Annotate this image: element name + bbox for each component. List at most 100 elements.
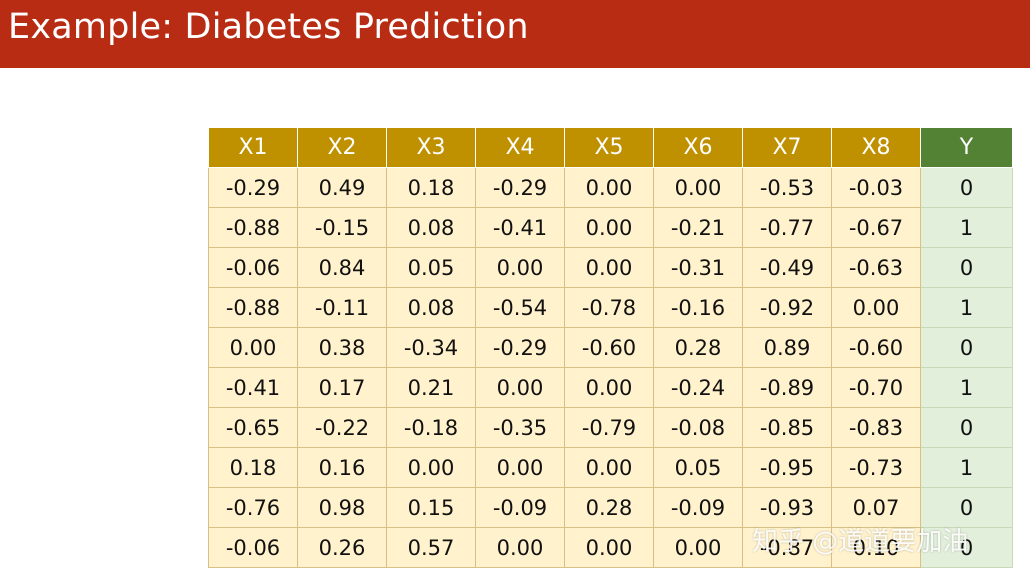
- feature-cell: 0.28: [564, 487, 654, 528]
- header-x4: X4: [475, 127, 565, 168]
- feature-cell: 0.00: [653, 527, 743, 568]
- feature-cell: -0.93: [742, 487, 832, 528]
- feature-cell: 0.38: [297, 327, 387, 368]
- header-x6: X6: [653, 127, 743, 168]
- feature-cell: -0.88: [208, 207, 298, 248]
- feature-cell: 0.08: [386, 207, 476, 248]
- feature-cell: -0.09: [653, 487, 743, 528]
- feature-cell: -0.60: [831, 327, 921, 368]
- feature-cell: -0.77: [742, 207, 832, 248]
- table-row: -0.06 0.26 0.57 0.00 0.00 0.00 -0.87 0.10 0: [208, 527, 1013, 568]
- header-x8: X8: [831, 127, 921, 168]
- feature-cell: 0.49: [297, 167, 387, 208]
- feature-cell: -0.73: [831, 447, 921, 488]
- feature-cell: 0.00: [831, 287, 921, 328]
- feature-cell: 0.26: [297, 527, 387, 568]
- feature-cell: 0.00: [386, 447, 476, 488]
- feature-cell: -0.41: [208, 367, 298, 408]
- feature-cell: 0.18: [208, 447, 298, 488]
- feature-cell: 0.98: [297, 487, 387, 528]
- label-cell: 0: [920, 407, 1013, 448]
- feature-cell: 0.18: [386, 167, 476, 208]
- feature-cell: -0.16: [653, 287, 743, 328]
- feature-cell: -0.92: [742, 287, 832, 328]
- feature-cell: 0.21: [386, 367, 476, 408]
- label-cell: 1: [920, 207, 1013, 248]
- feature-cell: -0.88: [208, 287, 298, 328]
- feature-cell: -0.95: [742, 447, 832, 488]
- feature-cell: -0.11: [297, 287, 387, 328]
- table-row: -0.65 -0.22 -0.18 -0.35 -0.79 -0.08 -0.85 -0.83…: [208, 407, 1013, 448]
- feature-cell: -0.67: [831, 207, 921, 248]
- feature-cell: 0.00: [564, 367, 654, 408]
- feature-cell: -0.60: [564, 327, 654, 368]
- feature-cell: 0.28: [653, 327, 743, 368]
- feature-cell: -0.34: [386, 327, 476, 368]
- feature-cell: 0.00: [475, 247, 565, 288]
- feature-cell: -0.22: [297, 407, 387, 448]
- feature-cell: -0.53: [742, 167, 832, 208]
- feature-cell: -0.31: [653, 247, 743, 288]
- label-cell: 0: [920, 527, 1013, 568]
- feature-cell: -0.70: [831, 367, 921, 408]
- table-row: -0.88 -0.11 0.08 -0.54 -0.78 -0.16 -0.92 0.00 1: [208, 287, 1013, 328]
- table-row: -0.41 0.17 0.21 0.00 0.00 -0.24 -0.89 -0.70 1: [208, 367, 1013, 408]
- feature-cell: 0.00: [475, 527, 565, 568]
- label-cell: 1: [920, 367, 1013, 408]
- label-cell: 0: [920, 327, 1013, 368]
- feature-cell: 0.00: [475, 367, 565, 408]
- feature-cell: -0.85: [742, 407, 832, 448]
- table-body: -0.29 0.49 0.18 -0.29 0.00 0.00 -0.53 -0.03 0 -0.…: [208, 167, 1013, 568]
- feature-cell: -0.24: [653, 367, 743, 408]
- feature-cell: 0.17: [297, 367, 387, 408]
- feature-cell: 0.00: [653, 167, 743, 208]
- feature-cell: -0.06: [208, 247, 298, 288]
- feature-cell: 0.10: [831, 527, 921, 568]
- feature-cell: -0.21: [653, 207, 743, 248]
- header-x5: X5: [564, 127, 654, 168]
- table-row: 0.18 0.16 0.00 0.00 0.00 0.05 -0.95 -0.73 1: [208, 447, 1013, 488]
- feature-cell: 0.89: [742, 327, 832, 368]
- label-cell: 0: [920, 487, 1013, 528]
- feature-cell: -0.06: [208, 527, 298, 568]
- feature-cell: 0.15: [386, 487, 476, 528]
- feature-cell: 0.00: [564, 527, 654, 568]
- feature-cell: -0.87: [742, 527, 832, 568]
- feature-cell: -0.79: [564, 407, 654, 448]
- feature-cell: 0.07: [831, 487, 921, 528]
- table-row: -0.88 -0.15 0.08 -0.41 0.00 -0.21 -0.77 -0.67 1: [208, 207, 1013, 248]
- header-x1: X1: [208, 127, 298, 168]
- feature-cell: 0.05: [653, 447, 743, 488]
- feature-cell: -0.76: [208, 487, 298, 528]
- table-header-row: X1 X2 X3 X4 X5 X6 X7 X8 Y: [208, 127, 1013, 168]
- feature-cell: -0.83: [831, 407, 921, 448]
- feature-cell: -0.09: [475, 487, 565, 528]
- feature-cell: 0.00: [564, 207, 654, 248]
- feature-cell: -0.29: [475, 167, 565, 208]
- label-cell: 1: [920, 287, 1013, 328]
- table-row: -0.06 0.84 0.05 0.00 0.00 -0.31 -0.49 -0.63 0: [208, 247, 1013, 288]
- label-cell: 0: [920, 167, 1013, 208]
- feature-cell: -0.89: [742, 367, 832, 408]
- feature-cell: 0.00: [564, 447, 654, 488]
- label-cell: 1: [920, 447, 1013, 488]
- feature-cell: -0.29: [475, 327, 565, 368]
- label-cell: 0: [920, 247, 1013, 288]
- feature-cell: -0.63: [831, 247, 921, 288]
- feature-cell: -0.08: [653, 407, 743, 448]
- feature-cell: -0.41: [475, 207, 565, 248]
- header-x2: X2: [297, 127, 387, 168]
- feature-cell: 0.57: [386, 527, 476, 568]
- feature-cell: 0.05: [386, 247, 476, 288]
- feature-cell: 0.00: [208, 327, 298, 368]
- feature-cell: -0.78: [564, 287, 654, 328]
- table-row: -0.76 0.98 0.15 -0.09 0.28 -0.09 -0.93 0.07 0: [208, 487, 1013, 528]
- feature-cell: 0.00: [475, 447, 565, 488]
- feature-cell: 0.00: [564, 167, 654, 208]
- feature-cell: -0.35: [475, 407, 565, 448]
- feature-cell: 0.16: [297, 447, 387, 488]
- feature-cell: -0.65: [208, 407, 298, 448]
- feature-cell: -0.29: [208, 167, 298, 208]
- table-row: 0.00 0.38 -0.34 -0.29 -0.60 0.28 0.89 -0.60 0: [208, 327, 1013, 368]
